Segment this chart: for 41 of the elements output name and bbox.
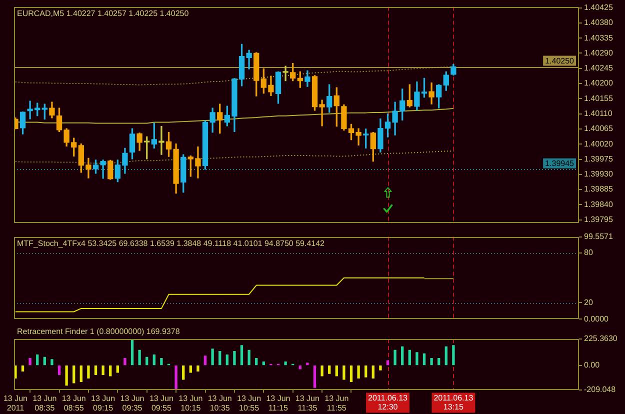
y-tick-label: -209.048 <box>584 385 616 394</box>
ref-line-label: 1.40250 <box>545 56 575 66</box>
y-tick-label: 1.39795 <box>584 215 614 224</box>
x-tick-label: 13 Jun 11:55 <box>324 394 349 412</box>
y-tick-label: 1.40425 <box>584 3 614 12</box>
y-tick-label: 1.39840 <box>584 200 614 209</box>
y-tick-label: 1.40020 <box>584 139 614 148</box>
ref-line-label: 2011.06.13 12:30 <box>368 394 408 412</box>
y-tick-label: 99.5571 <box>584 232 614 242</box>
y-tick-label: 225.3630 <box>584 334 618 344</box>
y-tick-label: 1.40110 <box>584 109 613 118</box>
x-tick-label: 13 Jun 10:55 <box>237 394 262 412</box>
ref-line-label: 2011.06.13 13:15 <box>434 394 474 412</box>
x-tick-label: 13 Jun 09:15 <box>91 394 116 412</box>
x-tick-label: 13 Jun 09:35 <box>120 394 144 412</box>
x-tick-label: 13 Jun 08:35 <box>32 394 57 412</box>
x-tick-label: 13 Jun 11:35 <box>295 394 320 412</box>
y-tick-label: 1.40335 <box>584 33 614 42</box>
y-tick-label: 1.39975 <box>584 154 614 164</box>
x-tick-label: 13 Jun 2011 <box>3 394 28 412</box>
x-tick-label: 13 Jun 11:15 <box>266 394 290 412</box>
y-tick-label: 1.39885 <box>584 184 614 194</box>
chart-title: Retracement Finder 1 (0.80000000) 169.9378 <box>17 327 180 336</box>
y-tick-label: 20 <box>584 298 594 307</box>
x-tick-label: 13 Jun 09:55 <box>149 394 174 412</box>
y-tick-label: 1.40155 <box>584 94 614 103</box>
x-tick-label: 13 Jun 10:15 <box>178 394 203 412</box>
y-tick-label: 1.40380 <box>584 18 614 28</box>
ref-line-label: 1.39945 <box>545 159 575 168</box>
y-tick-label: 80 <box>584 248 594 258</box>
y-tick-label: 0.00 <box>584 360 600 370</box>
y-tick-label: 1.40200 <box>584 78 614 88</box>
chart-title: EURCAD,M5 1.40227 1.40257 1.40225 1.40250 <box>17 9 190 18</box>
x-tick-label: 13 Jun 08:55 <box>62 394 86 412</box>
y-tick-label: 1.40290 <box>584 48 614 58</box>
y-tick-label: 0.0000 <box>584 314 610 324</box>
x-tick-label: 13 Jun 10:35 <box>208 394 232 412</box>
y-tick-label: 1.39930 <box>584 170 614 179</box>
y-tick-label: 1.40245 <box>584 64 614 73</box>
y-tick-label: 1.40065 <box>584 124 614 134</box>
chart-title: MTF_Stoch_4TFx4 53.3425 69.6338 1.6539 1.3848 49.1118 41.0101 94.8750 59.4142 <box>17 239 326 248</box>
